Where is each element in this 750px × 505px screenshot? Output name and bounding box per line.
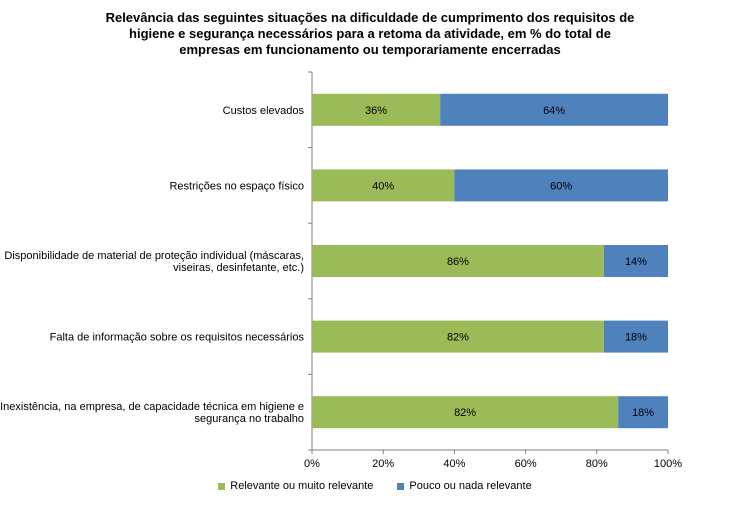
bar-segment [603,320,668,353]
data-label: 64% [543,105,565,117]
legend-swatch-not-relevant [397,482,405,490]
data-label: 60% [550,180,572,192]
bar-segment [454,169,668,202]
bar-segment [312,245,604,277]
category-label: Restrições no espaço físico [169,180,304,192]
data-label: 14% [625,256,647,268]
bar-segment [312,169,455,202]
bar-segment [618,396,668,429]
legend: Relevante ou muito relevante Pouco ou na… [0,480,750,492]
chart-bars [312,93,668,429]
data-label: 82% [447,332,469,344]
category-label: Inexistência, na empresa, de capacidade … [0,401,304,425]
category-label: Falta de informação sobre os requisitos … [50,332,305,344]
bar-segment [312,396,619,429]
chart-title: Relevância das seguintes situações na di… [105,10,635,57]
legend-item-relevant: Relevante ou muito relevante [218,480,373,492]
bar-segment [440,93,668,126]
legend-item-not-relevant: Pouco ou nada relevante [397,480,532,492]
bar-segment [312,320,604,353]
x-tick-label: 20% [372,458,394,470]
x-tick-label: 80% [586,458,608,470]
category-label: Custos elevados [223,105,305,117]
x-tick-label: 0% [304,458,320,470]
x-tick-label: 60% [515,458,537,470]
legend-label-not-relevant: Pouco ou nada relevante [409,480,532,492]
legend-swatch-relevant [218,482,226,490]
data-label: 40% [372,180,394,192]
data-label: 36% [365,105,387,117]
data-label: 82% [454,407,476,419]
data-label: 86% [447,256,469,268]
bar-segment [312,93,441,126]
data-label: 18% [625,332,647,344]
legend-label-relevant: Relevante ou muito relevante [230,480,374,492]
x-tick-label: 40% [443,458,465,470]
chart-labels: 82% 18% Inexistência, na empresa, de capac… [0,105,654,425]
x-tick-label: 100% [654,458,682,470]
category-label: Disponibilidade de material de proteção … [4,250,304,274]
bar-segment [603,245,668,277]
data-label: 18% [632,407,654,419]
